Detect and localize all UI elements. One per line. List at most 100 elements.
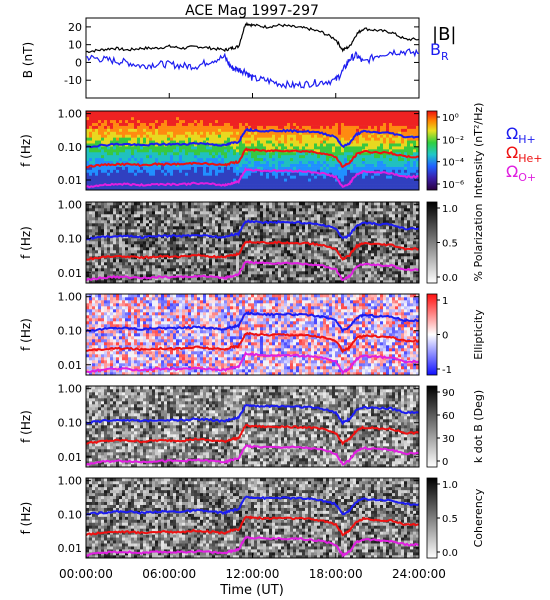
x-tick-label: 18:00:00: [309, 567, 363, 581]
x-axis: 00:00:00 06:00:00 12:00:00 18:00:00 24:00:00: [59, 553, 446, 581]
colorbar-tick-label: 10⁻⁴: [442, 158, 464, 169]
spectrogram-image: [86, 294, 420, 376]
x-tick-label: 12:00:00: [226, 567, 280, 581]
panel-frame: [85, 293, 420, 376]
omega-he-line: [85, 515, 420, 537]
omega-o-line: [85, 167, 420, 189]
colorbar-tick-label: 0.0: [442, 273, 458, 284]
omega-h-line: [85, 127, 420, 149]
y-tick-label: 0.10: [58, 508, 83, 521]
spectrogram-image: [86, 111, 420, 191]
panel-frame: [85, 201, 420, 284]
colorbar-tick-label: 1.0: [442, 204, 458, 215]
y-tick-label: 0.01: [58, 542, 83, 555]
y-tick-label: 0.10: [58, 233, 83, 246]
y-tick-label: 0.10: [58, 141, 83, 154]
omega-h-line: [85, 219, 420, 241]
omega-o-line: [85, 351, 420, 376]
y-tick-label: 0.10: [58, 417, 83, 430]
y-tick-label: 10: [68, 39, 82, 52]
colorbar-tick-label: -1: [442, 365, 452, 376]
omega-h-line: [85, 403, 420, 426]
colorbar-label: Ellipticity: [472, 309, 485, 360]
omega-h-line: [85, 310, 420, 333]
colorbar-tick-label: 1: [442, 296, 448, 307]
colorbar-tick-label: 10⁻⁶: [442, 180, 464, 191]
colorbar: [426, 110, 438, 191]
colorbar-tick-label: 60: [442, 411, 455, 422]
colorbar: [426, 201, 438, 284]
gyrofrequency-lines: [85, 495, 420, 558]
y-axis-label: f (Hz): [19, 226, 33, 259]
y-tick-label: 0.01: [58, 267, 83, 280]
colorbar-tick-label: 10⁻²: [442, 135, 464, 146]
gyrofrequency-legend: ΩH+ ΩHe+ ΩO+: [506, 124, 543, 184]
y-tick-label: 1.00: [58, 383, 83, 396]
omega-o-line: [85, 536, 420, 558]
y-tick-label: 1.00: [58, 475, 83, 488]
omega-he-line: [85, 331, 420, 354]
colorbar-label: % Polarization: [472, 204, 485, 282]
colorbar-tick-label: 0: [442, 457, 448, 468]
panel-3: 1.00 0.10 0.01 f (Hz) 1 0 -1 Ellipticity: [19, 291, 485, 376]
chart-title: ACE Mag 1997-297: [185, 3, 319, 19]
spectrogram-image: [86, 478, 420, 559]
colorbar-tick-label: 0.0: [442, 548, 458, 559]
gyrofrequency-lines: [85, 403, 420, 466]
colorbar-label: Intensity (nT²/Hz): [472, 103, 485, 199]
omega-h-line: [85, 495, 420, 516]
x-tick-label: 00:00:00: [59, 567, 113, 581]
omega-he-line: [85, 423, 420, 446]
y-tick-label: 1.00: [58, 199, 83, 212]
y-tick-label: 0.10: [58, 325, 83, 338]
colorbar: [426, 477, 438, 559]
omega-he-line: [85, 147, 420, 169]
panel-5: 1.00 0.10 0.01 f (Hz) 1.0 0.5 0.0 Coherency: [19, 475, 485, 559]
panel-1: 1.00 0.10 0.01 f (Hz) 10⁰ 10⁻² 10⁻⁴ 10⁻⁶ Intensi…: [19, 103, 485, 199]
y-tick-label: 1.00: [58, 291, 83, 304]
legend-omega-o: ΩO+: [506, 162, 536, 184]
y-axis-label: f (Hz): [19, 134, 33, 167]
y-tick-label: 1.00: [58, 108, 83, 121]
y-tick-label: -10: [64, 74, 82, 87]
x-tick-label: 24:00:00: [392, 567, 446, 581]
omega-o-line: [85, 260, 420, 282]
y-tick-label: 0.01: [58, 174, 83, 187]
y-tick-label: 0.01: [58, 359, 83, 372]
gyrofrequency-lines: [85, 310, 420, 376]
panel-4: 1.00 0.10 0.01 f (Hz) 90 60 30 0 k dot B (Deg): [19, 383, 485, 468]
colorbar-tick-label: 0: [442, 331, 448, 342]
y-tick-label: 0.01: [58, 451, 83, 464]
colorbar-tick-label: 0.5: [442, 514, 458, 525]
omega-he-line: [85, 239, 420, 262]
series-line-br: [85, 48, 420, 90]
y-axis-label: f (Hz): [19, 410, 33, 443]
series-line-b-total: [85, 21, 420, 54]
field-lines: [85, 21, 420, 90]
x-axis-label: Time (UT): [219, 583, 284, 598]
y-axis-label: B (nT): [21, 42, 35, 78]
x-tick-label: 06:00:00: [142, 567, 196, 581]
colorbar-tick-label: 0.5: [442, 239, 458, 250]
panel-frame: [85, 110, 420, 191]
y-axis-label: f (Hz): [19, 318, 33, 351]
y-tick-label: 20: [68, 21, 82, 34]
colorbar: [426, 293, 438, 376]
colorbar-tick-label: 90: [442, 388, 455, 399]
colorbar-label: k dot B (Deg): [472, 390, 485, 463]
colorbar-tick-label: 1.0: [442, 480, 458, 491]
gyrofrequency-lines: [85, 219, 420, 282]
omega-o-line: [85, 444, 420, 466]
y-ticks: 20 10 0 -10: [64, 21, 420, 98]
colorbar: [426, 385, 438, 468]
panel-frame: [85, 17, 420, 99]
panel-frame: [85, 385, 420, 468]
legend-total-field: |B|: [432, 24, 456, 45]
colorbar-tick-label: 10⁰: [442, 113, 459, 124]
colorbar-tick-label: 30: [442, 434, 455, 445]
y-tick-label: 0: [75, 56, 82, 69]
panel-2: 1.00 0.10 0.01 f (Hz) 1.0 0.5 0.0 % Polarizatio…: [19, 199, 485, 284]
